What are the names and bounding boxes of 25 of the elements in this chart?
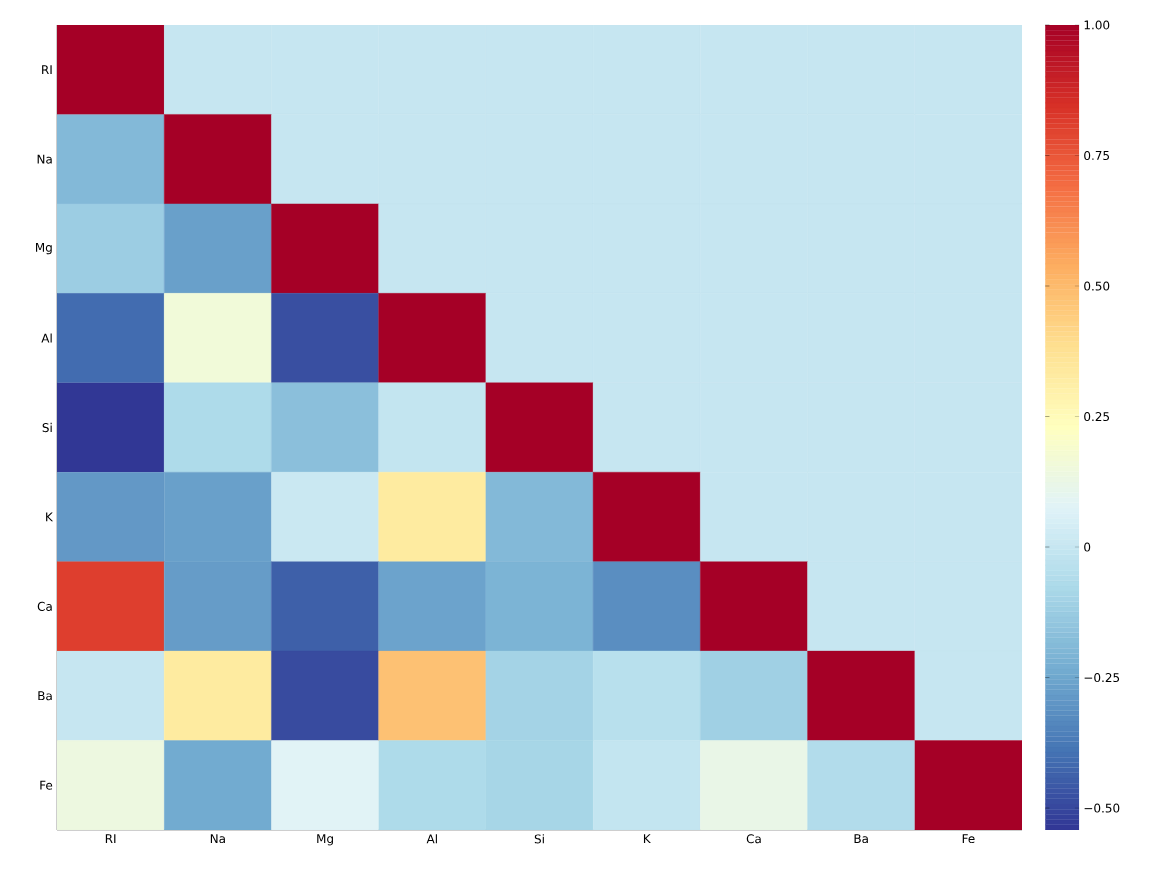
x-tick-label: K xyxy=(643,834,651,843)
x-tick-label: Fe xyxy=(962,834,975,844)
y-tick-label: Fe xyxy=(40,780,53,790)
y-tick-label: Ba xyxy=(38,691,52,701)
x-tick-label: Si xyxy=(534,834,544,844)
color-bar-label: 0.50 xyxy=(1084,281,1110,291)
y-tick-label: Al xyxy=(41,333,52,343)
y-tick-label: RI xyxy=(42,65,52,75)
color-bar-label: −0.50 xyxy=(1084,803,1120,813)
y-tick-label: Ca xyxy=(37,601,52,611)
y-tick-label: Na xyxy=(37,154,52,164)
color-bar-label: −0.25 xyxy=(1084,673,1120,683)
x-tick-label: Ba xyxy=(854,834,868,844)
x-tick-label: Ca xyxy=(746,834,761,844)
color-bar-label: 0 xyxy=(1084,542,1091,552)
y-tick-label: Si xyxy=(42,422,52,433)
y-tick-label: K xyxy=(46,512,54,522)
x-tick-label: Na xyxy=(210,834,225,844)
color-bar-label: 0.25 xyxy=(1084,411,1110,422)
x-tick-label: Mg xyxy=(317,834,333,846)
y-tick-label: Mg xyxy=(36,242,52,255)
color-bar-label: 0.75 xyxy=(1084,150,1110,161)
x-tick-label: Al xyxy=(426,834,437,844)
color-bar-label: 1.00 xyxy=(1084,20,1110,30)
x-tick-label: RI xyxy=(105,834,116,843)
